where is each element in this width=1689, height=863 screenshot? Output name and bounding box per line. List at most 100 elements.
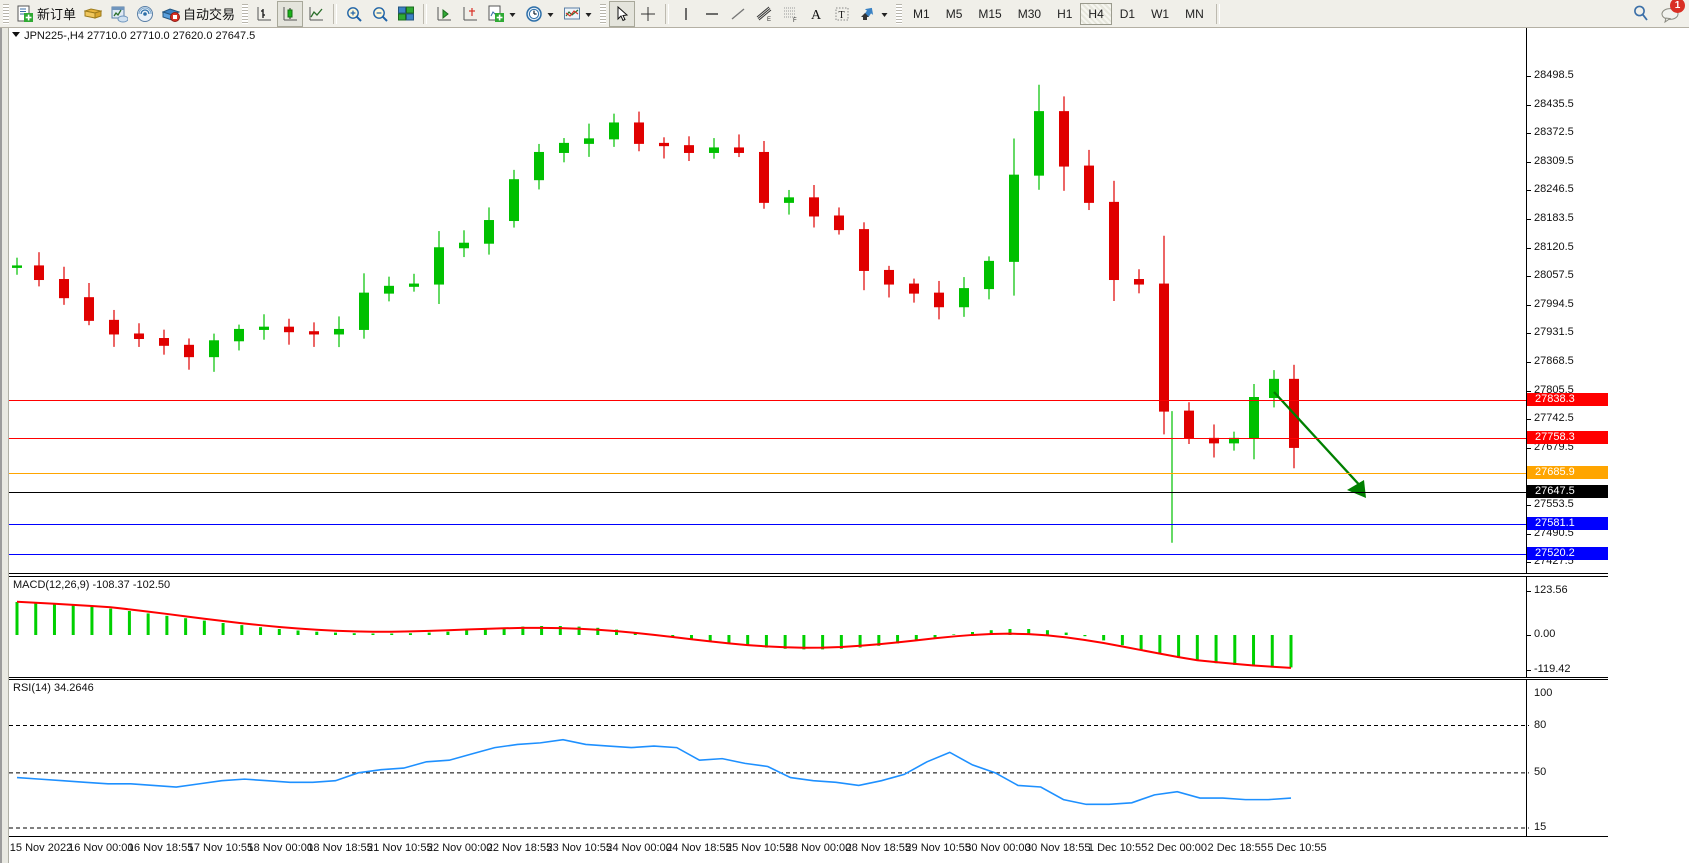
trend-arrow[interactable] (1273, 391, 1366, 498)
time-tick: 24 Nov 00:00 (606, 842, 672, 854)
price-level-label: 27685.9 (1527, 466, 1608, 479)
new-order-icon (16, 5, 34, 23)
svg-text:E: E (767, 17, 771, 23)
period-button[interactable] (521, 1, 559, 27)
price-tick: 28120.5 (1527, 241, 1574, 253)
svg-text:T: T (839, 10, 845, 21)
cursor-icon (613, 5, 631, 23)
price-tick: 27868.5 (1527, 355, 1574, 367)
time-tick: 28 Nov 18:55 (845, 842, 912, 854)
candlestick-chart-button[interactable] (277, 0, 304, 27)
toolbar-right-group: 1 (1631, 0, 1685, 23)
price-level-line[interactable] (9, 473, 1608, 474)
timeframe-d1[interactable]: D1 (1119, 6, 1136, 21)
price-tick: 28183.5 (1527, 212, 1574, 224)
new-order-label: 新订单 (37, 7, 77, 22)
macd-pane[interactable]: MACD(12,26,9) -108.37 -102.50 123.56 0.00… (9, 576, 1608, 678)
zoom-out-icon (371, 5, 389, 23)
price-tick: 28372.5 (1527, 126, 1574, 138)
zoom-out-button[interactable] (367, 1, 393, 27)
price-level-label: 27520.2 (1527, 547, 1608, 560)
timeframe-m5[interactable]: M5 (945, 6, 963, 21)
horizontal-line-tool-button[interactable] (699, 1, 725, 27)
timeframe-m15[interactable]: M15 (978, 6, 1002, 21)
text-label-tool-button[interactable]: T (829, 1, 855, 27)
fibonacci-tool-button[interactable]: F (777, 1, 803, 27)
time-tick: 28 Nov 00:00 (785, 842, 852, 854)
time-tick: 25 Nov 10:55 (725, 842, 792, 854)
auto-scroll-icon (435, 5, 453, 23)
toolbar-separator-3 (665, 3, 670, 24)
toolbar-grip[interactable] (3, 3, 9, 24)
price-level-line[interactable] (9, 438, 1608, 439)
zoom-in-button[interactable] (341, 1, 367, 27)
price-pane[interactable]: JPN225-,H4 27710.0 27710.0 27620.0 27647… (9, 28, 1608, 574)
chevron-down-icon-3[interactable] (584, 5, 593, 23)
cursor-tool-button[interactable] (609, 0, 636, 27)
template-icon (563, 5, 581, 23)
data-window-button[interactable] (132, 1, 158, 27)
time-axis[interactable]: 15 Nov 2022 16 Nov 00:00 16 Nov 18:55 17 No… (9, 836, 1608, 863)
equidistant-channel-button[interactable]: E (751, 1, 777, 27)
bar-chart-button[interactable] (251, 1, 277, 27)
rsi-pane[interactable]: RSI(14) 34.2646 100 80 50 15 (9, 679, 1608, 841)
toolbar-separator-2 (423, 3, 428, 24)
notification-icon[interactable]: 1 (1659, 0, 1685, 23)
rsi-plot (9, 725, 1529, 829)
timeframe-h4[interactable]: H4 (1080, 2, 1112, 25)
chart-window-icon (110, 5, 129, 23)
search-icon[interactable] (1631, 3, 1649, 21)
navigator-button[interactable] (106, 1, 132, 27)
time-tick: 16 Nov 18:55 (127, 842, 194, 854)
macd-plot (15, 600, 1293, 669)
time-tick: 2 Dec 18:55 (1207, 842, 1267, 854)
timeframe-h1[interactable]: H1 (1057, 6, 1073, 21)
toolbar-grip-2[interactable] (242, 3, 249, 24)
toolbar-grip-3[interactable] (600, 3, 607, 24)
symbol-ohlc-label: JPN225-,H4 27710.0 27710.0 27620.0 27647… (24, 30, 256, 42)
indicators-button[interactable] (483, 1, 521, 27)
crosshair-tool-button[interactable] (635, 1, 661, 27)
collapse-icon[interactable] (11, 29, 21, 39)
autotrade-button[interactable]: 自动交易 (158, 1, 239, 27)
line-chart-button[interactable] (303, 1, 329, 27)
chevron-down-icon[interactable] (508, 5, 517, 23)
price-level-line[interactable] (9, 400, 1608, 401)
price-level-label: 27581.1 (1527, 517, 1608, 530)
templates-button[interactable] (559, 1, 597, 27)
price-level-line[interactable] (9, 524, 1608, 525)
time-tick: 1 Dec 10:55 (1087, 842, 1148, 854)
vertical-line-tool-button[interactable] (673, 1, 699, 27)
arrows-tool-button[interactable] (855, 1, 893, 27)
chart-header-label: JPN225-,H4 27710.0 27710.0 27620.0 27647… (11, 29, 255, 42)
auto-scroll-button[interactable] (431, 1, 457, 27)
timeframe-mn[interactable]: MN (1185, 6, 1204, 21)
trendline-tool-button[interactable] (725, 1, 751, 27)
toolbar-separator-4 (1215, 3, 1220, 24)
price-level-label: 27838.3 (1527, 393, 1608, 406)
new-order-button[interactable]: 新订单 (12, 1, 80, 27)
market-watch-button[interactable] (80, 1, 106, 27)
rsi-tick: 80 (1534, 718, 1547, 731)
autotrade-icon (162, 5, 181, 23)
timeframe-w1[interactable]: W1 (1151, 6, 1170, 21)
chevron-down-icon-4[interactable] (880, 5, 889, 23)
price-level-line[interactable] (9, 492, 1608, 493)
tile-windows-button[interactable] (393, 1, 419, 27)
chart-shift-icon (461, 5, 479, 23)
timeframe-m1[interactable]: M1 (913, 6, 930, 21)
main-toolbar: 新订单 (0, 0, 1689, 28)
price-tick: 28246.5 (1527, 183, 1574, 195)
chart-vertical-scrollbar[interactable] (2, 28, 9, 863)
price-tick: 27553.5 (1527, 498, 1574, 510)
price-tick: 27742.5 (1527, 412, 1574, 424)
toolbar-grip-4[interactable] (896, 3, 903, 24)
chevron-down-icon-2[interactable] (546, 5, 555, 23)
timeframe-m30[interactable]: M30 (1017, 6, 1042, 21)
price-axis[interactable]: 28498.5 28435.5 28372.5 28309.5 28246.5 28183… (1526, 28, 1608, 573)
time-tick: 18 Nov 18:55 (307, 842, 373, 854)
chart-shift-button[interactable] (457, 1, 483, 27)
text-tool-button[interactable]: A (803, 1, 829, 27)
price-level-line[interactable] (9, 554, 1608, 555)
